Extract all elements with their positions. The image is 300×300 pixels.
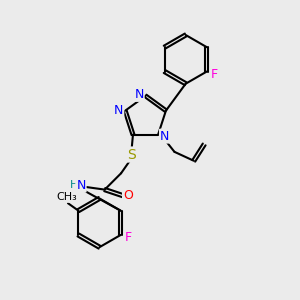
Text: S: S <box>127 148 136 161</box>
Text: H: H <box>70 180 78 190</box>
Text: N: N <box>134 88 144 101</box>
Text: F: F <box>124 232 132 244</box>
Text: N: N <box>160 130 169 142</box>
Text: F: F <box>211 68 218 81</box>
Text: N: N <box>76 178 86 192</box>
Text: CH₃: CH₃ <box>56 192 77 202</box>
Text: N: N <box>114 104 123 117</box>
Text: O: O <box>123 189 133 202</box>
